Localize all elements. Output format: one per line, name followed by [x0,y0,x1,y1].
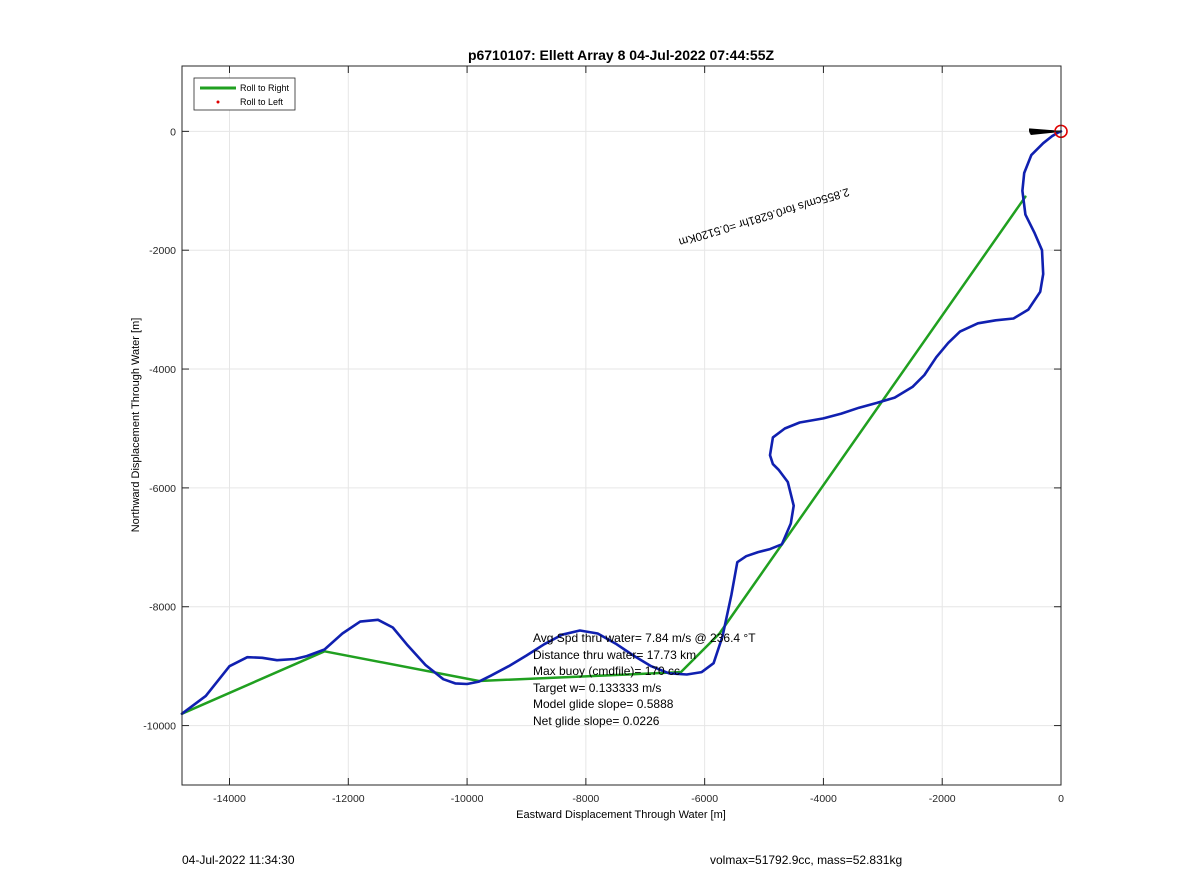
x-tick-label: -2000 [929,793,956,805]
series-line-roll-right [180,195,1027,715]
x-tick-label: -12000 [332,793,365,805]
x-tick-label: -4000 [810,793,837,805]
x-tick-label: -14000 [213,793,246,805]
footer-vehicle-info: volmax=51792.9cc, mass=52.831kg [710,853,903,867]
series-layer [180,130,1063,716]
drift-vector [1030,130,1062,136]
y-tick-label: -2000 [149,245,176,257]
axes-background [182,66,1061,785]
stat-target-w: Target w= 0.133333 m/s [533,681,661,695]
stat-max-buoy: Max buoy (cmdfile)= 170 cc [533,664,680,678]
x-tick-label: -10000 [451,793,484,805]
y-tick-label: 0 [170,126,176,138]
legend-swatch-roll-left [216,100,220,104]
x-tick-label: -8000 [572,793,599,805]
chart-title: p6710107: Ellett Array 8 04-Jul-2022 07:… [468,47,775,63]
stat-net-glide: Net glide slope= 0.0226 [533,714,660,728]
x-tick-label: -6000 [691,793,718,805]
series-line-trajectory [180,130,1063,716]
stats-annotation: Avg Spd thru water= 7.84 m/s @ 236.4 °T … [533,631,756,728]
legend: Roll to Right Roll to Left [193,77,296,111]
x-tick-label: 0 [1058,793,1064,805]
y-tick-label: -4000 [149,364,176,376]
y-tick-label: -6000 [149,483,176,495]
y-tick-label: -8000 [149,602,176,614]
footer-timestamp: 04-Jul-2022 11:34:30 [182,853,295,867]
legend-label-roll-right: Roll to Right [240,83,290,93]
x-axis-label: Eastward Displacement Through Water [m] [516,809,726,821]
legend-label-roll-left: Roll to Left [240,97,284,107]
axis-ticks: -14000 -12000 -10000 -8000 -6000 -4000 -2000 0 0… [143,66,1064,805]
stat-model-glide: Model glide slope= 0.5888 [533,697,674,711]
y-axis-label: Northward Displacement Through Water [m] [130,318,142,533]
axes-frame [181,65,1062,786]
y-tick-label: -10000 [143,721,176,733]
legend-box [193,77,296,111]
stat-avg-speed: Avg Spd thru water= 7.84 m/s @ 236.4 °T [533,631,756,645]
stat-distance: Distance thru water= 17.73 km [533,648,696,662]
